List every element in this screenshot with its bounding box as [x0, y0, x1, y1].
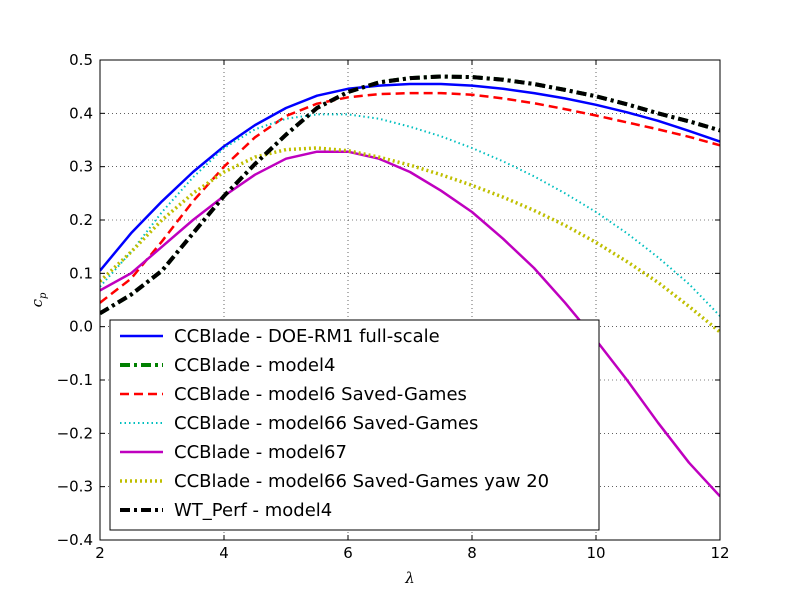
- x-tick-label: 8: [467, 544, 477, 562]
- series-line-1: [100, 82, 720, 272]
- legend-label-6: CCBlade - model66 Saved-Games yaw 20: [174, 471, 549, 492]
- ticks: 2 4 6 8 10 12 −0.4 −0.3 −0.2 −0.1 0.0 0.1 0.2 0.3 0.4 0…: [57, 51, 730, 562]
- legend-label-1: CCBlade - DOE-RM1 full-scale: [174, 326, 440, 347]
- y-tick-label: 0.3: [69, 158, 93, 176]
- svg-text:cp: cp: [28, 292, 49, 307]
- y-tick-label: 0.0: [69, 318, 93, 336]
- x-tick-label: 4: [219, 544, 229, 562]
- y-tick-label: 0.1: [69, 264, 93, 282]
- legend-label-2: CCBlade - model4: [174, 355, 335, 376]
- x-axis-label: λ: [404, 569, 415, 587]
- y-tick-label: −0.1: [57, 371, 93, 389]
- x-tick-label: 6: [343, 544, 353, 562]
- series-line-6: [100, 146, 720, 334]
- series-layer: [100, 74, 720, 498]
- legend-frame: [109, 319, 600, 531]
- y-tick-label: 0.2: [69, 211, 93, 229]
- legend-label-4: CCBlade - model66 Saved-Games: [174, 413, 478, 434]
- legend-label-5: CCBlade - model67: [174, 442, 347, 463]
- series-line-5: [100, 150, 720, 498]
- y-tick-label: −0.2: [57, 424, 93, 442]
- y-tick-label: 0.4: [69, 104, 93, 122]
- y-tick-label: −0.3: [57, 478, 93, 496]
- plot-frame: [99, 59, 721, 541]
- y-tick-label: −0.4: [57, 531, 93, 549]
- y-axis-label-subscript: p: [38, 292, 49, 299]
- legend-label-3: CCBlade - model6 Saved-Games: [174, 384, 467, 405]
- x-tick-label: 2: [95, 544, 105, 562]
- y-axis-label: cp: [28, 292, 49, 307]
- x-tick-label: 12: [710, 544, 729, 562]
- y-tick-label: 0.5: [69, 51, 93, 69]
- series-line-7: [100, 74, 720, 316]
- x-tick-label: 10: [586, 544, 605, 562]
- y-axis-label-main: c: [28, 298, 46, 307]
- series-line-3: [100, 91, 720, 304]
- legend-label-7: WT_Perf - model4: [174, 500, 332, 521]
- legend: CCBlade - DOE-RM1 full-scale CCBlade - mo…: [109, 319, 600, 531]
- series-line-4: [100, 113, 720, 317]
